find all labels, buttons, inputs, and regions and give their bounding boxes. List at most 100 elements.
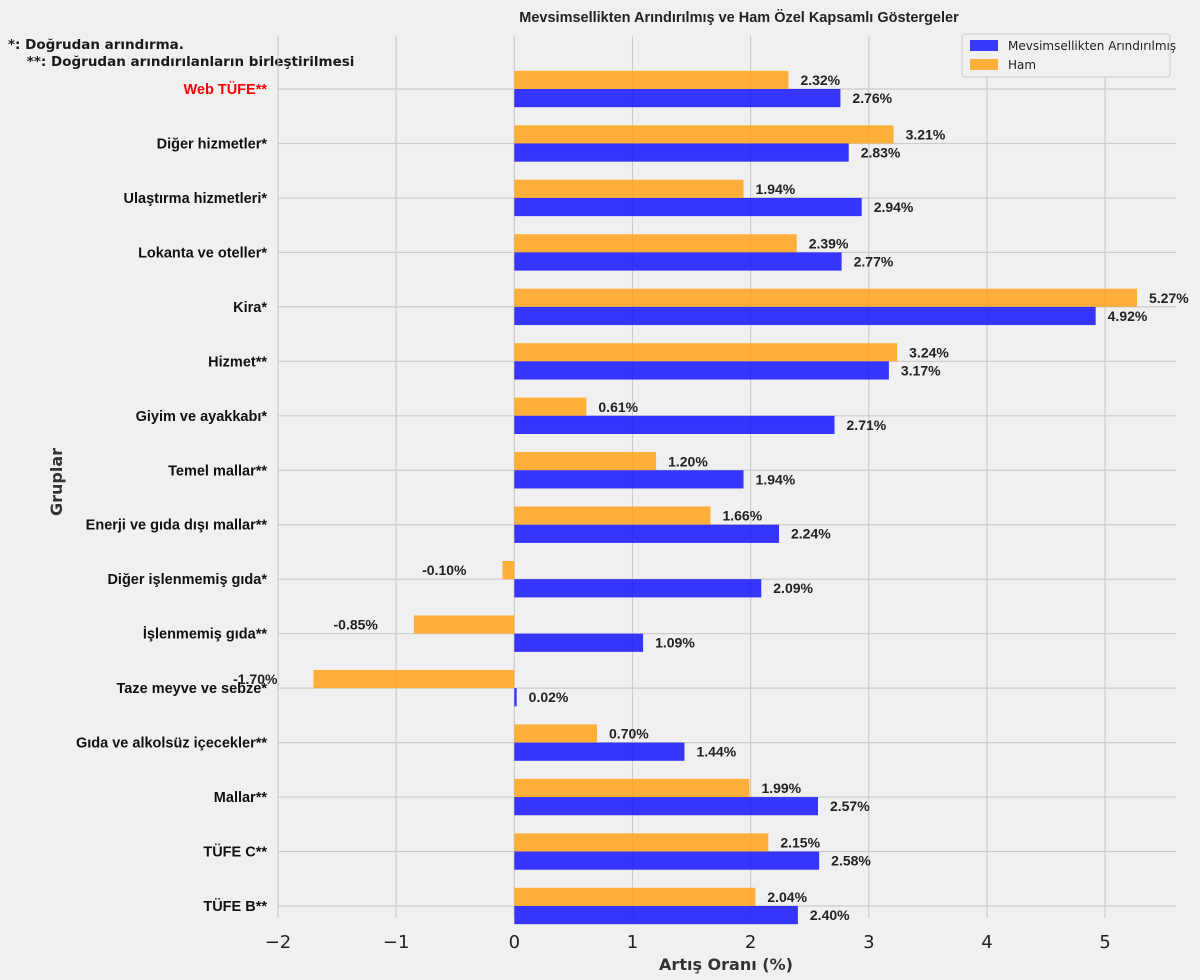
x-tick-label: 3	[863, 932, 874, 953]
category-label: TÜFE C**	[203, 844, 267, 861]
category-label: Mallar**	[214, 790, 268, 806]
bar-ham	[514, 778, 750, 798]
bar-ham	[514, 833, 769, 852]
bar-ham	[514, 506, 711, 525]
bar-seasonally-adjusted	[514, 579, 762, 598]
bar-ham	[514, 179, 744, 198]
category-label: Diğer işlenmemiş gıda*	[107, 572, 267, 588]
legend-swatch	[970, 40, 998, 51]
category-label: Hizmet**	[208, 354, 267, 370]
bar-ham	[514, 452, 657, 471]
bar-ham	[514, 343, 898, 362]
value-label-seasonally-adjusted: 1.44%	[696, 744, 736, 760]
bar-seasonally-adjusted	[514, 252, 842, 271]
bar-seasonally-adjusted	[514, 89, 841, 108]
value-label-ham: 1.94%	[756, 181, 796, 197]
bar-seasonally-adjusted	[514, 143, 849, 162]
chart-title: Mevsimsellikten Arındırılmış ve Ham Özel…	[519, 9, 959, 26]
value-label-ham: 1.66%	[722, 508, 762, 524]
bar-seasonally-adjusted	[514, 197, 862, 217]
bar-seasonally-adjusted	[514, 524, 779, 543]
value-label-seasonally-adjusted: 1.94%	[756, 471, 796, 487]
bar-ham	[514, 70, 789, 89]
x-axis-label: Artış Oranı (%)	[659, 955, 793, 974]
bar-ham	[413, 615, 515, 634]
category-label: Diğer hizmetler*	[157, 136, 268, 152]
value-label-ham: -1.70%	[233, 671, 278, 687]
value-label-ham: 1.20%	[668, 453, 708, 469]
legend-label: Ham	[1008, 58, 1036, 72]
value-label-seasonally-adjusted: 2.94%	[874, 199, 914, 215]
bar-seasonally-adjusted	[514, 797, 818, 816]
category-label: Kira*	[233, 300, 267, 316]
x-tick-label: −2	[265, 932, 292, 953]
bar-seasonally-adjusted	[514, 361, 889, 380]
legend-label: Mevsimsellikten Arındırılmış	[1008, 39, 1176, 53]
legend: Mevsimsellikten Arındırılmış Ham	[961, 33, 1176, 78]
bar-seasonally-adjusted	[514, 633, 644, 652]
category-label: İşlenmemiş gıda**	[143, 626, 267, 643]
bar-ham	[514, 397, 587, 416]
x-tick-label: −1	[383, 932, 410, 953]
x-tick-label: 2	[745, 932, 756, 953]
category-label: Enerji ve gıda dışı mallar**	[86, 518, 268, 534]
category-label: Ulaştırma hizmetleri*	[124, 191, 268, 207]
category-label: Web TÜFE**	[183, 81, 267, 98]
value-label-seasonally-adjusted: 2.83%	[861, 144, 901, 160]
value-label-seasonally-adjusted: 2.58%	[831, 853, 871, 869]
footnote-combined: **: Doğrudan arındırılanların birleştiri…	[8, 54, 355, 70]
value-label-seasonally-adjusted: 2.40%	[810, 907, 850, 923]
bar-ham	[514, 724, 598, 743]
bar-seasonally-adjusted	[514, 306, 1096, 326]
bar-ham	[514, 234, 797, 253]
category-label: TÜFE B**	[203, 898, 267, 915]
value-label-seasonally-adjusted: 1.09%	[655, 635, 695, 651]
category-label: Gıda ve alkolsüz içecekler**	[76, 736, 267, 752]
category-labels: Web TÜFE** Diğer hizmetler* Ulaştırma hizm…	[76, 81, 267, 915]
value-label-ham: 1.99%	[761, 780, 801, 796]
bar-ham	[514, 288, 1138, 307]
x-tick-labels: −2 −1 0 1 2 3 4 5	[265, 932, 1111, 953]
value-label-seasonally-adjusted: 2.57%	[830, 798, 870, 814]
bar-ham	[502, 561, 515, 580]
bar-seasonally-adjusted	[514, 851, 820, 870]
bar-seasonally-adjusted	[514, 906, 798, 925]
value-label-seasonally-adjusted: 2.71%	[847, 417, 887, 433]
value-label-seasonally-adjusted: 2.76%	[852, 90, 892, 106]
value-label-seasonally-adjusted: 2.77%	[854, 253, 894, 269]
y-axis-label: Gruplar	[47, 448, 66, 516]
legend-box	[961, 33, 1171, 78]
value-label-ham: 2.15%	[780, 835, 820, 851]
value-label-ham: 0.70%	[609, 726, 649, 742]
value-label-ham: -0.10%	[422, 562, 467, 578]
category-label: Giyim ve ayakkabı*	[136, 409, 268, 425]
value-labels: 2.32% 2.76% 3.21% 2.83% 1.94% 2.94% 2.39% 2.77%…	[233, 72, 1189, 923]
value-label-ham: 2.32%	[800, 72, 840, 88]
x-tick-label: 0	[509, 932, 520, 953]
value-label-seasonally-adjusted: 3.17%	[901, 362, 941, 378]
value-label-ham: 2.04%	[767, 889, 807, 905]
value-label-seasonally-adjusted: 2.09%	[773, 580, 813, 596]
bar-ham	[514, 125, 894, 144]
value-label-seasonally-adjusted: 4.92%	[1108, 308, 1148, 324]
bar-ham	[514, 887, 756, 906]
x-tick-label: 1	[627, 932, 638, 953]
category-label: Taze meyve ve sebze*	[117, 681, 268, 697]
value-label-seasonally-adjusted: 2.24%	[791, 526, 831, 542]
value-label-ham: 2.39%	[809, 235, 849, 251]
value-label-ham: -0.85%	[334, 617, 379, 633]
category-label: Lokanta ve oteller*	[138, 245, 267, 261]
footnote-direct: *: Doğrudan arındırma.	[8, 37, 184, 53]
value-label-ham: 3.24%	[909, 344, 949, 360]
bar-seasonally-adjusted	[514, 742, 685, 761]
x-tick-label: 4	[981, 932, 992, 953]
category-label: Temel mallar**	[168, 463, 267, 479]
value-label-ham: 0.61%	[598, 399, 638, 415]
bar-seasonally-adjusted	[514, 415, 835, 434]
legend-swatch	[970, 59, 998, 70]
value-label-seasonally-adjusted: 0.02%	[529, 689, 569, 705]
bar-seasonally-adjusted	[514, 470, 744, 489]
bar-seasonally-adjusted	[514, 688, 517, 707]
bar-ham	[313, 669, 515, 689]
